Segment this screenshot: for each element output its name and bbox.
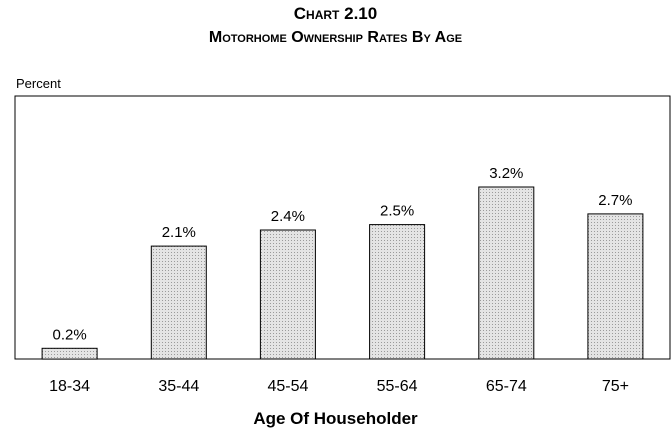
chart-title: Chart 2.10 [293, 4, 378, 23]
data-label-45-54: 2.4% [271, 208, 305, 225]
data-label-35-44: 2.1% [162, 224, 196, 241]
y-axis-label: Percent [16, 76, 61, 91]
x-tick-label-55-64: 55-64 [377, 378, 418, 395]
chart-subtitle: Motorhome Ownership Rates By Age [208, 29, 463, 46]
bar-55-64 [369, 224, 426, 360]
bar-18-34 [41, 347, 98, 360]
data-label-75+: 2.7% [598, 192, 632, 209]
x-tick-label-45-54: 45-54 [267, 378, 308, 395]
bar-75+ [587, 213, 644, 360]
data-label-18-34: 0.2% [52, 326, 86, 343]
x-tick-label-18-34: 18-34 [49, 378, 90, 395]
bar-65-74 [478, 186, 535, 360]
plot-area [14, 95, 671, 360]
x-tick-label-65-74: 65-74 [486, 378, 527, 395]
x-axis-label: Age Of Householder [253, 409, 418, 428]
x-tick-label-35-44: 35-44 [158, 378, 199, 395]
data-label-65-74: 3.2% [489, 165, 523, 182]
data-label-55-64: 2.5% [380, 203, 414, 220]
x-tick-label-75+: 75+ [602, 378, 629, 395]
bar-35-44 [150, 245, 207, 360]
bar-45-54 [259, 229, 316, 360]
